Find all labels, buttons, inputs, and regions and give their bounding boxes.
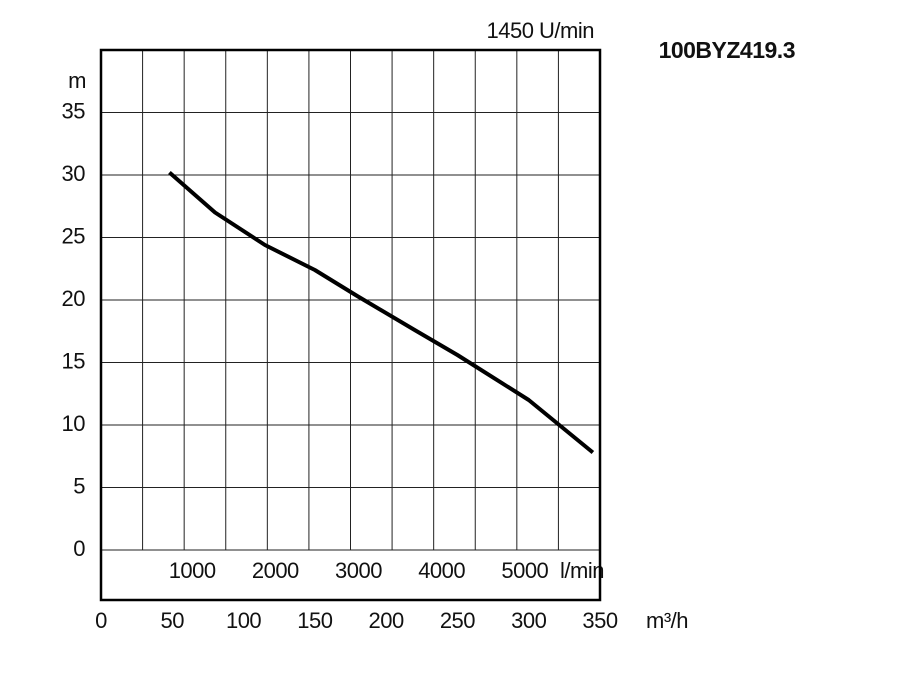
- y-tick-label: 0: [73, 536, 85, 561]
- x-tick-label: 300: [511, 608, 546, 633]
- x-tick-label: 50: [161, 608, 185, 633]
- chart-title: 100BYZ419.3: [659, 37, 795, 63]
- y-tick-label: 25: [62, 223, 86, 248]
- x-tick-label: 250: [440, 608, 475, 633]
- x-tick-label: 200: [369, 608, 404, 633]
- x-axis-label: m³/h: [646, 608, 688, 633]
- x-tick-label: 350: [582, 608, 617, 633]
- y-tick-label: 5: [73, 473, 85, 498]
- y-axis-label: m: [68, 68, 86, 93]
- speed-label: 1450 U/min: [486, 18, 594, 43]
- x-tick-label: 150: [297, 608, 332, 633]
- x2-axis-label: l/min: [560, 558, 604, 583]
- y-tick-label: 30: [62, 161, 86, 186]
- x-tick-label: 0: [95, 608, 107, 633]
- y-tick-label: 20: [62, 286, 86, 311]
- y-tick-label: 35: [62, 98, 86, 123]
- y-tick-label: 15: [62, 348, 86, 373]
- x2-tick-label: 5000: [501, 558, 548, 583]
- x2-tick-label: 2000: [252, 558, 299, 583]
- y-tick-label: 10: [62, 411, 86, 436]
- x2-tick-label: 1000: [169, 558, 216, 583]
- plot-frame: [99, 48, 602, 602]
- x-tick-label: 100: [226, 608, 261, 633]
- x2-tick-label: 3000: [335, 558, 382, 583]
- x2-tick-label: 4000: [418, 558, 465, 583]
- curve: [168, 170, 595, 455]
